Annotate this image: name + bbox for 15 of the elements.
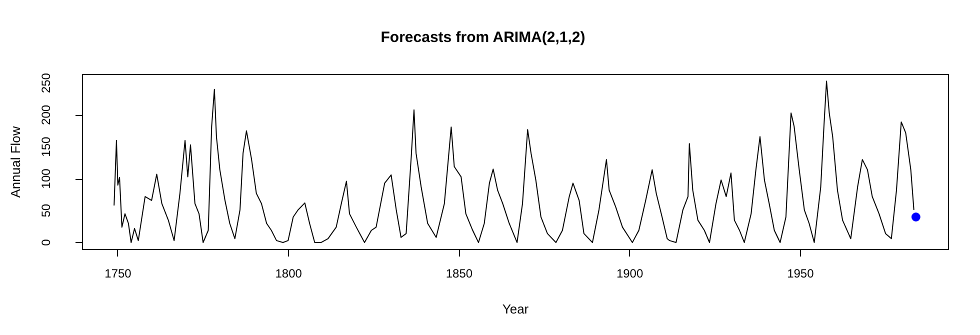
y-tick-label: 50 [39,204,53,218]
x-tick-label: 1800 [275,266,302,280]
y-tick-label: 0 [39,238,53,246]
x-axis-title: Year [502,302,530,316]
x-tick-label: 1900 [616,266,644,280]
x-tick-label: 1750 [104,266,132,280]
x-tick-label: 1850 [446,266,473,280]
chart-title: Forecasts from ARIMA(2,1,2) [380,29,586,46]
y-tick-label: 250 [39,72,53,94]
line-series [114,80,914,243]
x-tick-label: 1950 [787,266,814,280]
y-tick-label: 150 [39,136,53,157]
y-tick-label: 200 [39,104,53,125]
y-tick-label: 100 [39,168,53,189]
y-axis-title: Annual Flow [8,126,23,198]
